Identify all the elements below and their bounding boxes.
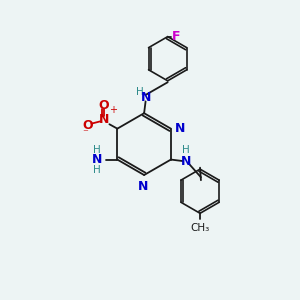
Text: N: N xyxy=(137,180,148,193)
Text: N: N xyxy=(140,92,151,104)
Text: O: O xyxy=(99,99,110,112)
Text: N: N xyxy=(99,113,109,126)
Text: CH₃: CH₃ xyxy=(190,223,210,233)
Text: N: N xyxy=(92,153,102,166)
Text: H: H xyxy=(136,87,144,97)
Text: ⁻: ⁻ xyxy=(82,128,88,138)
Text: F: F xyxy=(172,30,181,43)
Text: N: N xyxy=(174,122,185,135)
Text: H: H xyxy=(93,166,101,176)
Text: H: H xyxy=(182,145,190,155)
Text: +: + xyxy=(109,105,117,115)
Text: N: N xyxy=(181,154,191,167)
Text: H: H xyxy=(93,145,101,155)
Text: O: O xyxy=(82,118,93,132)
